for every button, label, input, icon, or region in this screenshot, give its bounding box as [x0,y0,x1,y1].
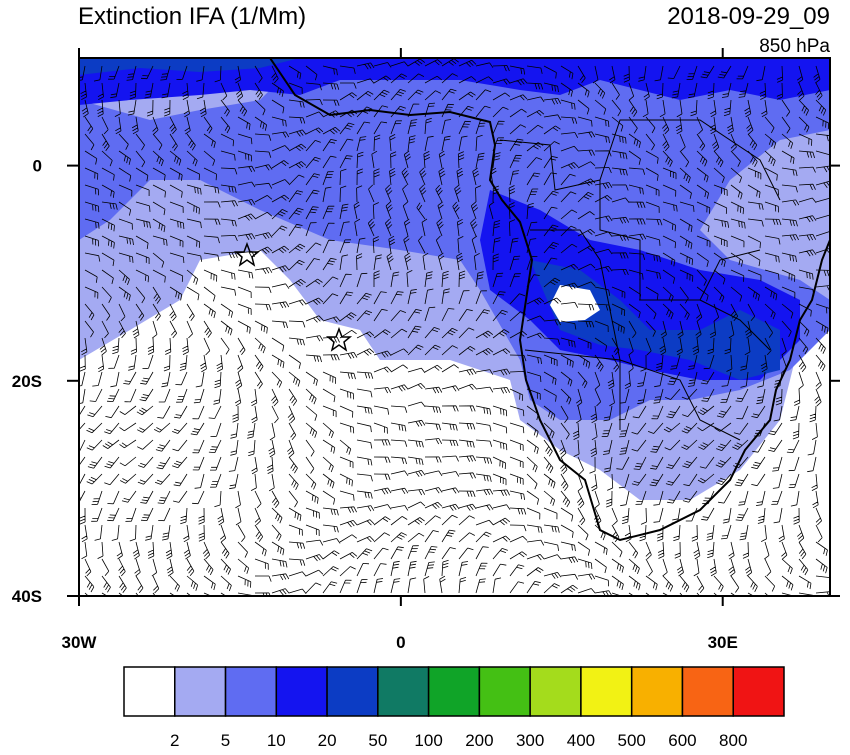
borders [499,119,781,441]
coastline [269,58,830,542]
clean-patch [550,285,600,322]
level: 850 hPa [759,36,830,57]
y-tick-label: 20S [12,372,42,391]
station-star [233,241,353,352]
map-area [79,58,830,596]
colorbar-label: 20 [318,731,337,750]
colorbar-label: 100 [414,731,442,750]
colorbar-box [427,666,481,717]
x-tick-label: 30E [708,633,738,652]
colorbar-box [630,666,684,717]
colorbar-label: 10 [267,731,286,750]
wind-barbs [79,58,830,596]
colorbar-label: 500 [618,731,646,750]
colorbar-label: 800 [719,731,747,750]
colorbar-label: 2 [170,731,179,750]
colorbar-box [377,666,430,717]
y-tick-label: 0 [33,157,42,176]
valid-time: 2018-09-29_09 [667,3,830,30]
colorbar-box [529,666,582,717]
colorbar-label: 300 [516,731,544,750]
colorbar-label: 600 [668,731,696,750]
colorbar-box [275,666,328,717]
x-tick-label: 30W [62,633,98,652]
colorbar-label: 50 [368,731,387,750]
colorbar-box [174,666,227,717]
map-frame [78,57,831,597]
colorbar-label: 200 [465,731,493,750]
colorbar-label: 5 [221,731,230,750]
colorbar-box [732,666,785,717]
colorbar: 2 5 10 20 50 100 200 300 400 500 600 800 [123,666,785,750]
colorbar-label: 400 [567,731,595,750]
colorbar-box [224,666,278,717]
title: Extinction IFA (1/Mm) [78,3,306,30]
aerosol-region [79,58,780,380]
colorbar-box [478,666,531,717]
colorbar-box [326,666,379,717]
colorbar-box [123,666,176,717]
y-tick-label: 40S [12,587,42,606]
colorbar-box [580,666,633,717]
colorbar-box [681,666,734,717]
x-tick-label: 0 [396,633,405,652]
axes: 30W 0 30E 0 20S 40S [12,48,840,652]
